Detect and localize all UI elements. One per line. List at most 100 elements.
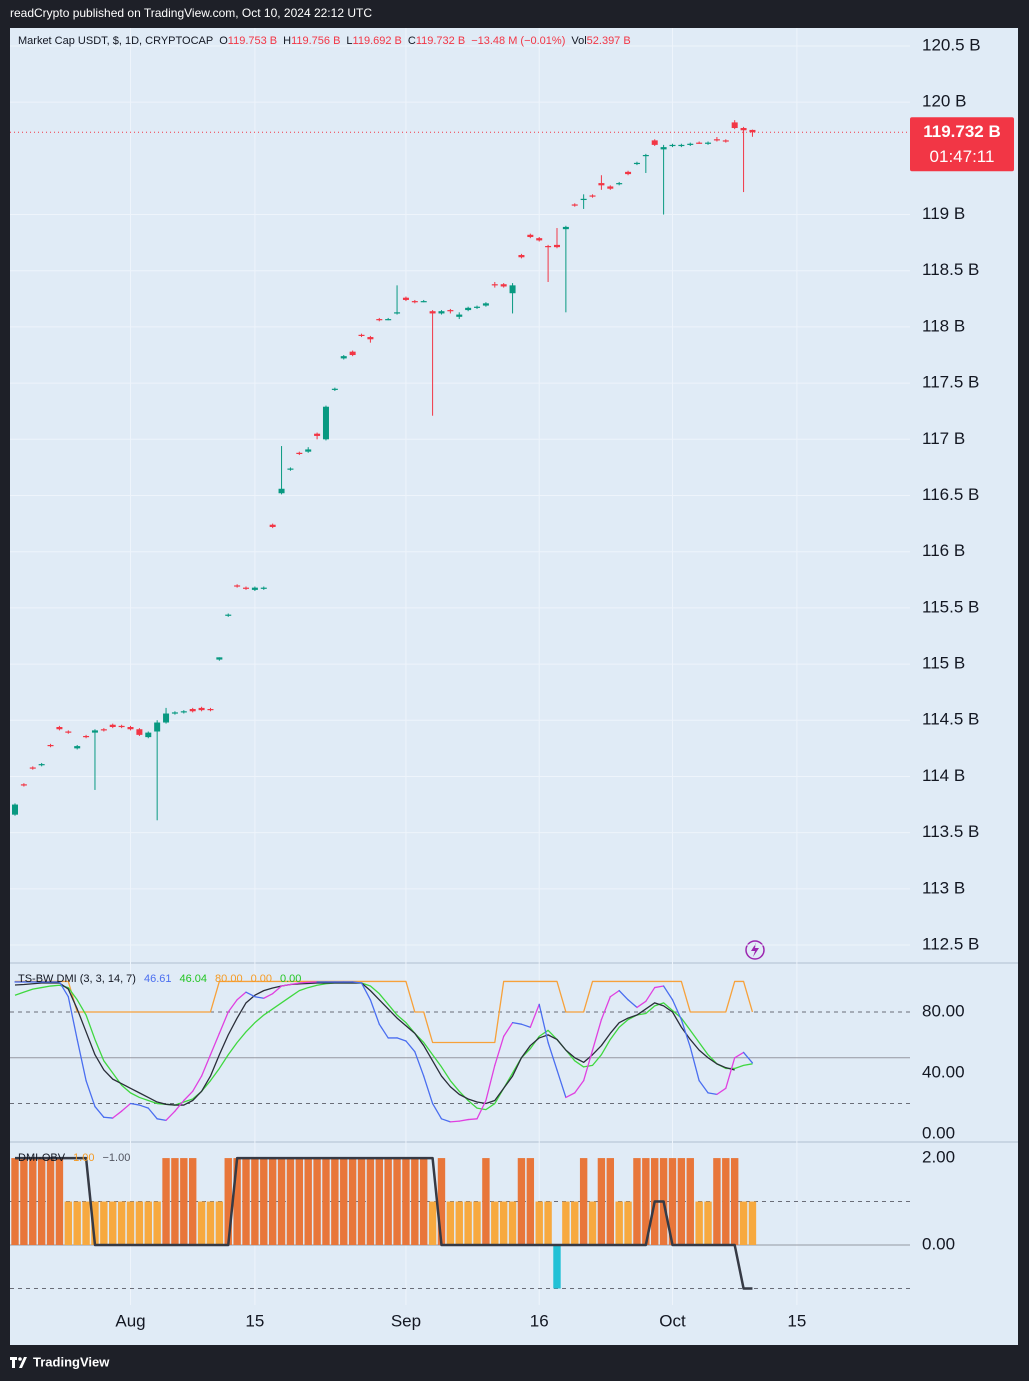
histogram-bar (180, 1158, 188, 1246)
indicator-segment (680, 1018, 691, 1048)
indicator-segment (112, 1110, 123, 1119)
x-tick-label: 15 (245, 1311, 264, 1330)
indicator-segment (129, 1102, 141, 1106)
x-tick-label: Sep (391, 1311, 421, 1330)
indicator-segment (200, 1054, 212, 1077)
legend-value: 46.04 (180, 973, 208, 985)
candle-body (491, 284, 498, 286)
candle-body (331, 388, 338, 390)
legend-value: 80.00 (215, 973, 243, 985)
candle-body (260, 587, 267, 589)
indicator-line (15, 1156, 753, 1290)
y-tick-label: 0.00 (922, 1124, 955, 1143)
candle-body (234, 585, 241, 587)
candle-body (171, 712, 178, 714)
indicator-segment (414, 1051, 425, 1077)
candle-body (722, 140, 729, 142)
indicator-segment (485, 1064, 496, 1102)
histogram-bar (544, 1201, 552, 1246)
grid (10, 28, 910, 1305)
candle-body (696, 142, 703, 144)
indicator-segment (662, 985, 674, 1001)
y-tick-label: 2.00 (922, 1148, 955, 1167)
candle-body (642, 154, 649, 157)
indicator-segment (103, 1116, 114, 1119)
histogram-bar (109, 1201, 117, 1246)
indicator-segment (423, 1075, 434, 1105)
histogram-bar (375, 1158, 383, 1246)
candle-body (340, 356, 347, 359)
histogram-bar (553, 1245, 561, 1289)
legend-change: −13.48 M (−0.01%) (471, 35, 565, 47)
candle-body (713, 139, 720, 141)
histogram-bar (100, 1201, 108, 1246)
indicator-segment (156, 1118, 167, 1121)
candle-body (447, 310, 454, 312)
indicator-segment (574, 1080, 585, 1094)
x-tick-label: 16 (530, 1311, 549, 1330)
x-tick-label: 15 (787, 1311, 806, 1330)
candle-body (47, 744, 54, 747)
y-tick-label: 115.5 B (922, 597, 979, 616)
indicator-segment (85, 1080, 96, 1108)
histogram-bar (277, 1158, 286, 1246)
indicator-segment (609, 989, 620, 998)
candle-body (189, 709, 196, 712)
indicator-segment (165, 1110, 176, 1121)
indicator-segment (94, 1105, 105, 1118)
candle-body (420, 301, 427, 303)
candle-body (376, 319, 383, 321)
histogram-bar (82, 1201, 90, 1246)
legend-value: 119.692 B (353, 35, 402, 47)
candle-body (216, 657, 223, 660)
indicator-segment (378, 1023, 389, 1039)
candle-body (553, 244, 560, 248)
histogram-bar (464, 1201, 472, 1246)
indicator-segment (245, 991, 256, 998)
histogram-bar (29, 1158, 37, 1246)
legend-value: 52.397 B (587, 35, 631, 47)
indicator-segment (120, 1102, 132, 1112)
candle-body (598, 183, 605, 186)
indicator-segment (396, 1037, 407, 1042)
indicator-segment (405, 1040, 416, 1053)
brand-logo (10, 1357, 27, 1368)
histogram-bar (606, 1158, 614, 1246)
histogram-bar (517, 1158, 526, 1246)
candle-body (180, 711, 187, 713)
indicator-segment (742, 1051, 754, 1064)
legend-value: 119.732 B (416, 35, 465, 47)
brand: TradingView (33, 1354, 110, 1369)
y-tick-label: 40.00 (922, 1063, 965, 1082)
histogram-bar (322, 1158, 330, 1246)
y-tick-label: 117 B (922, 429, 965, 448)
candle-body (278, 488, 285, 494)
histogram-bar (197, 1201, 206, 1246)
indicator-segment (174, 1099, 185, 1112)
candle-body (687, 143, 694, 145)
candle-body (456, 314, 463, 317)
histogram-bar (393, 1158, 401, 1246)
candle-body (482, 303, 489, 306)
histogram-bar (686, 1158, 694, 1246)
y-tick-label: 120.5 B (922, 35, 981, 54)
indicator-segment (547, 1041, 558, 1071)
histogram-bar (348, 1158, 357, 1246)
histogram-bar (615, 1201, 623, 1246)
candle-body (607, 186, 614, 189)
y-tick-label: 115 B (922, 654, 965, 673)
candle-body (287, 468, 294, 470)
legend-key: C (408, 35, 416, 47)
histogram-bar (642, 1158, 650, 1246)
candle-body (536, 238, 543, 241)
indicator-segment (58, 981, 69, 998)
candle-body (518, 255, 525, 258)
indicator-segment (600, 996, 611, 1021)
histogram-bar (624, 1201, 632, 1246)
histogram-bar (482, 1158, 490, 1246)
candle-body (136, 729, 143, 735)
legend-key: Vol (571, 35, 586, 47)
histogram-bar (11, 1158, 19, 1246)
y-tick-label: 118 B (922, 316, 965, 335)
candle-body (589, 195, 596, 197)
